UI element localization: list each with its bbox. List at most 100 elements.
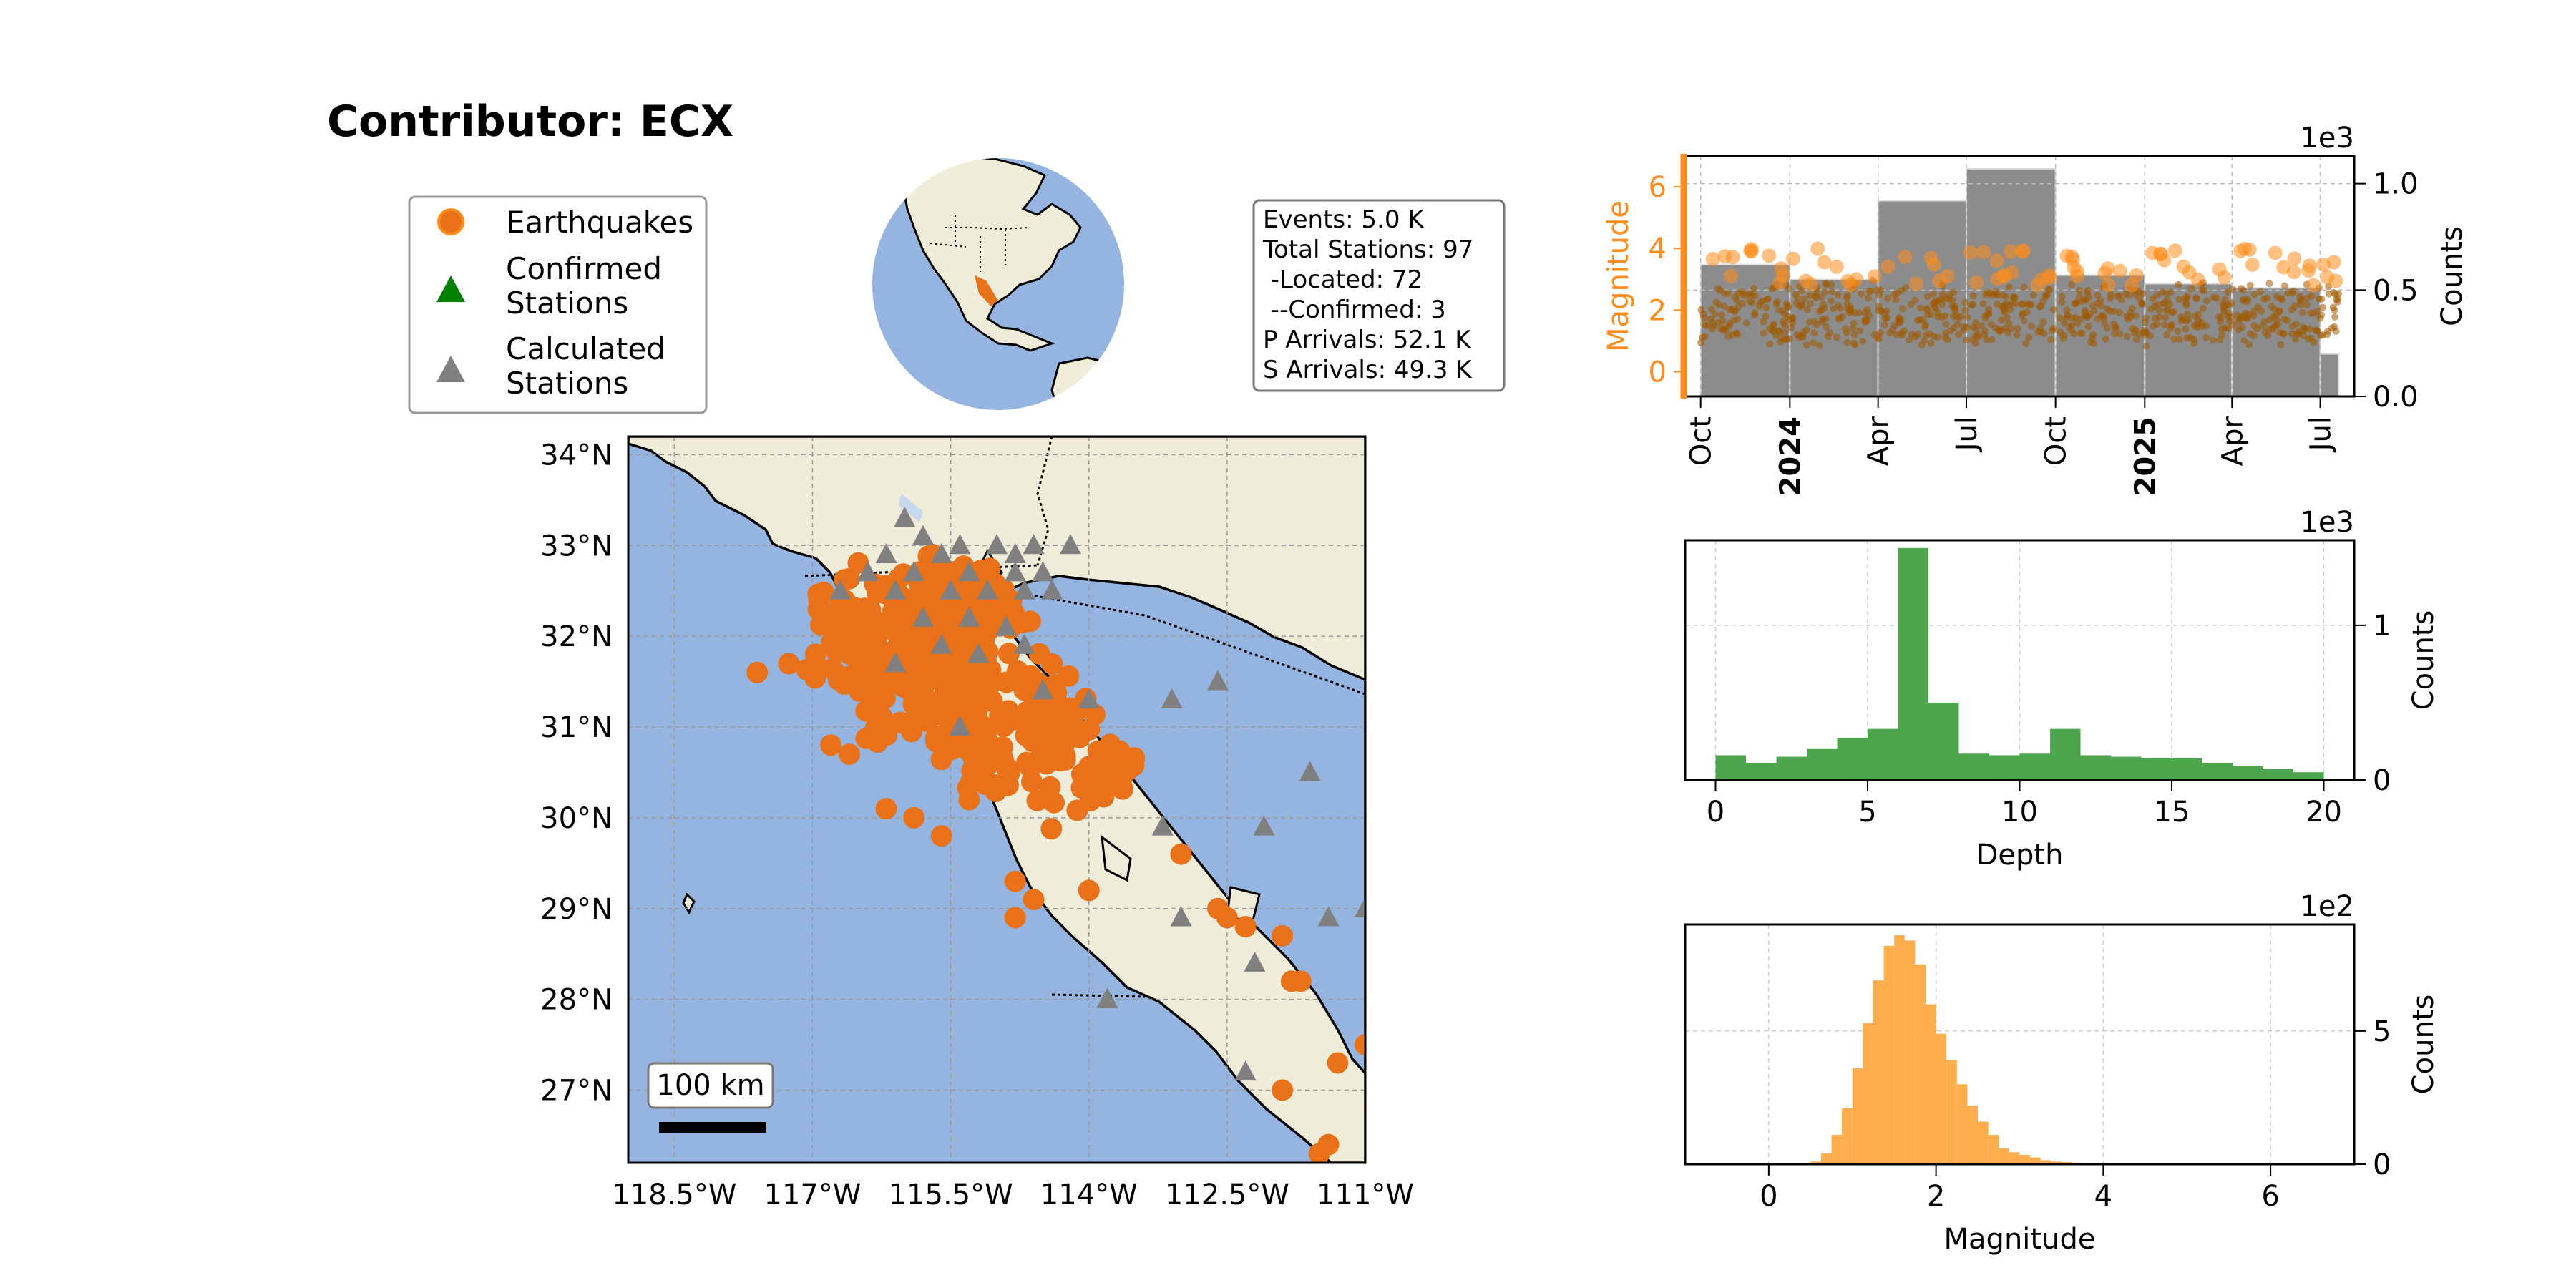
magnitude-point — [1898, 329, 1906, 337]
depth-bar — [2202, 763, 2233, 780]
magnitude-point — [1941, 312, 1949, 320]
map-state-border-north — [1036, 436, 1053, 566]
calculated-station-marker — [1170, 906, 1192, 927]
timeline-left-tick-label: 4 — [1649, 233, 1667, 265]
magnitude-point — [1721, 289, 1729, 297]
magnitude-point — [2240, 337, 2248, 345]
magnitude-point — [1766, 340, 1774, 348]
calculated-station-marker — [875, 542, 897, 563]
magnitude-point — [2300, 326, 2308, 334]
magnitude-point — [2059, 248, 2074, 263]
earthquake-point — [1272, 924, 1294, 947]
magnitude-point — [2312, 326, 2320, 334]
depth-bar — [2019, 753, 2050, 780]
magnitude-y-axis-label: Counts — [2407, 995, 2440, 1095]
magnitude-bar — [2040, 1160, 2051, 1164]
magnitude-point — [2056, 314, 2064, 322]
magnitude-point — [1845, 306, 1853, 313]
magnitude-point — [2100, 320, 2108, 328]
magnitude-point — [1829, 259, 1844, 274]
magnitude-point — [1770, 320, 1777, 328]
magnitude-bar — [1852, 1068, 1863, 1164]
calculated-station-marker — [912, 525, 934, 545]
magnitude-point — [1861, 317, 1869, 325]
depth-bar — [1776, 756, 1807, 780]
timeline-right-tick-label: 1.0 — [2373, 168, 2419, 201]
calculated-station-marker — [1013, 633, 1035, 654]
magnitude-point — [2233, 243, 2248, 258]
globe-north-america — [902, 157, 1082, 352]
earthquake-point — [902, 693, 924, 716]
magnitude-point — [1919, 316, 1927, 323]
magnitude-point — [2280, 282, 2288, 290]
calculated-station-marker — [986, 534, 1008, 555]
earthquake-point — [1363, 1103, 1365, 1114]
magnitude-point — [2114, 292, 2122, 300]
magnitude-bar — [1831, 1135, 1843, 1164]
depth-x-axis-label: Depth — [1976, 839, 2064, 872]
magnitude-point — [2049, 306, 2057, 313]
earthquake-point — [1123, 754, 1145, 776]
magnitude-point — [2132, 336, 2140, 343]
magnitude-point — [1843, 293, 1850, 301]
earthquake-point — [961, 759, 983, 781]
magnitude-point — [2276, 328, 2284, 336]
earthquake-point — [997, 643, 1020, 665]
magnitude-point — [1850, 341, 1858, 349]
magnitude-x-tick-label: 2 — [1927, 1180, 1945, 1213]
earthquake-point — [973, 743, 995, 765]
magnitude-point — [1798, 273, 1813, 288]
calculated-station-marker — [884, 579, 907, 600]
earthquake-point — [836, 666, 859, 688]
magnitude-point — [1815, 341, 1823, 349]
magnitude-point — [1806, 291, 1814, 299]
magnitude-point — [1875, 307, 1883, 315]
magnitude-point — [2059, 331, 2067, 339]
magnitude-point — [1826, 329, 1834, 337]
magnitude-point — [2243, 314, 2251, 322]
magnitude-point — [1867, 269, 1882, 284]
calculated-station-marker — [1161, 688, 1183, 708]
earthquake-point — [903, 806, 925, 829]
calculated-station-marker — [949, 534, 971, 555]
magnitude-point — [2135, 330, 2143, 338]
timeline-right-axis-label: Counts — [2436, 226, 2469, 326]
map-salton-sea — [898, 494, 923, 522]
earthquake-point — [864, 670, 887, 692]
magnitude-point — [1779, 306, 1787, 314]
magnitude-bar — [1978, 1121, 1989, 1164]
magnitude-point — [1880, 321, 1888, 328]
globe-inset — [871, 157, 1126, 411]
timeline-x-tick-label: Jul — [2305, 416, 2338, 453]
earthquake-point — [1078, 718, 1101, 741]
magnitude-point — [2020, 283, 2028, 291]
depth-bar — [1807, 748, 1838, 780]
magnitude-point — [1950, 313, 1958, 321]
magnitude-point — [2315, 295, 2323, 303]
magnitude-point — [2170, 335, 2178, 343]
calculated-station-marker — [967, 643, 990, 663]
map-lat-tick-label: 33°N — [540, 530, 613, 562]
magnitude-point — [2238, 285, 2245, 293]
magnitude-x-tick-label: 4 — [2094, 1180, 2112, 1213]
magnitude-y-tick-label: 0 — [2373, 1148, 2391, 1181]
magnitude-point — [1865, 287, 1873, 295]
magnitude-point — [1800, 328, 1807, 336]
magnitude-point — [2127, 308, 2135, 316]
magnitude-point — [2182, 325, 2190, 333]
magnitude-point — [2192, 294, 2200, 302]
magnitude-point — [2167, 243, 2182, 258]
calculated-station-marker — [1096, 987, 1118, 1008]
calculated-station-marker — [1244, 951, 1266, 972]
magnitude-point — [2089, 302, 2097, 310]
magnitude-point — [2265, 325, 2273, 333]
magnitude-point — [1883, 314, 1891, 322]
magnitude-point — [2288, 330, 2296, 338]
calculated-station-marker — [1078, 688, 1100, 708]
magnitude-point — [2200, 286, 2208, 294]
magnitude-histogram: 0 2 4 6 0 5 1e2 Magnitude Counts — [1684, 890, 2440, 1256]
magnitude-bar — [1926, 1004, 1936, 1164]
map-lat-tick-label: 30°N — [540, 802, 613, 835]
earthquake-point — [1216, 907, 1238, 929]
depth-bar — [1989, 755, 2020, 780]
